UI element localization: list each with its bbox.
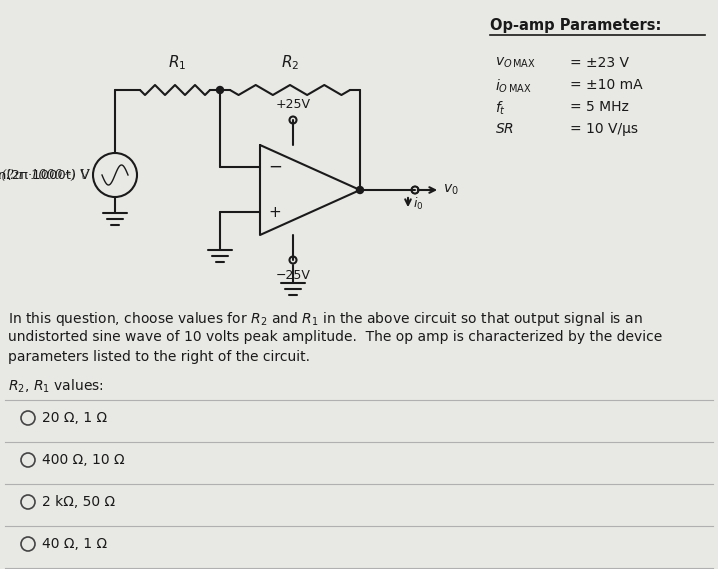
Text: 20 Ω, 1 Ω: 20 Ω, 1 Ω	[42, 411, 107, 425]
Text: = 10 V/μs: = 10 V/μs	[570, 122, 638, 136]
Circle shape	[289, 257, 297, 263]
Text: +: +	[268, 204, 281, 220]
Text: In this question, choose values for $R_2$ and $R_1$ in the above circuit so that: In this question, choose values for $R_2…	[8, 310, 643, 328]
Text: 40 Ω, 1 Ω: 40 Ω, 1 Ω	[42, 537, 107, 551]
Text: +25V: +25V	[276, 98, 310, 111]
Text: $R_2$: $R_2$	[281, 53, 299, 72]
Text: = ±10 mA: = ±10 mA	[570, 78, 643, 92]
Text: 0.5 sin(2π 1000 t) V: 0.5 sin(2π 1000 t) V	[0, 168, 89, 182]
Text: $R_2$, $R_1$ values:: $R_2$, $R_1$ values:	[8, 378, 104, 395]
Circle shape	[411, 187, 419, 193]
Text: $R_1$: $R_1$	[168, 53, 186, 72]
Text: 0.5 sin(2π·1000t) V: 0.5 sin(2π·1000t) V	[0, 168, 89, 182]
Text: −25V: −25V	[276, 269, 310, 282]
Circle shape	[217, 86, 223, 93]
Text: Op-amp Parameters:: Op-amp Parameters:	[490, 18, 661, 33]
Text: $SR$: $SR$	[495, 122, 514, 136]
Circle shape	[357, 187, 363, 193]
Text: parameters listed to the right of the circuit.: parameters listed to the right of the ci…	[8, 350, 310, 364]
Circle shape	[411, 187, 419, 193]
Text: 2 kΩ, 50 Ω: 2 kΩ, 50 Ω	[42, 495, 115, 509]
Text: $v_{O\,\mathrm{MAX}}$: $v_{O\,\mathrm{MAX}}$	[495, 56, 536, 71]
Circle shape	[289, 117, 297, 123]
Text: = 5 MHz: = 5 MHz	[570, 100, 629, 114]
Text: $i_{O\,\mathrm{MAX}}$: $i_{O\,\mathrm{MAX}}$	[495, 78, 531, 96]
Text: −: −	[268, 158, 282, 176]
Text: $i_0$: $i_0$	[413, 196, 424, 212]
Text: 0.5 sin(2π 1000 ᵜ) V: 0.5 sin(2π 1000 ᵜ) V	[0, 168, 89, 182]
Text: = ±23 V: = ±23 V	[570, 56, 629, 70]
Text: $v_0$: $v_0$	[443, 183, 459, 197]
Text: undistorted sine wave of 10 volts peak amplitude.  The op amp is characterized b: undistorted sine wave of 10 volts peak a…	[8, 330, 662, 344]
Text: $f_t$: $f_t$	[495, 100, 506, 117]
Text: 400 Ω, 10 Ω: 400 Ω, 10 Ω	[42, 453, 125, 467]
